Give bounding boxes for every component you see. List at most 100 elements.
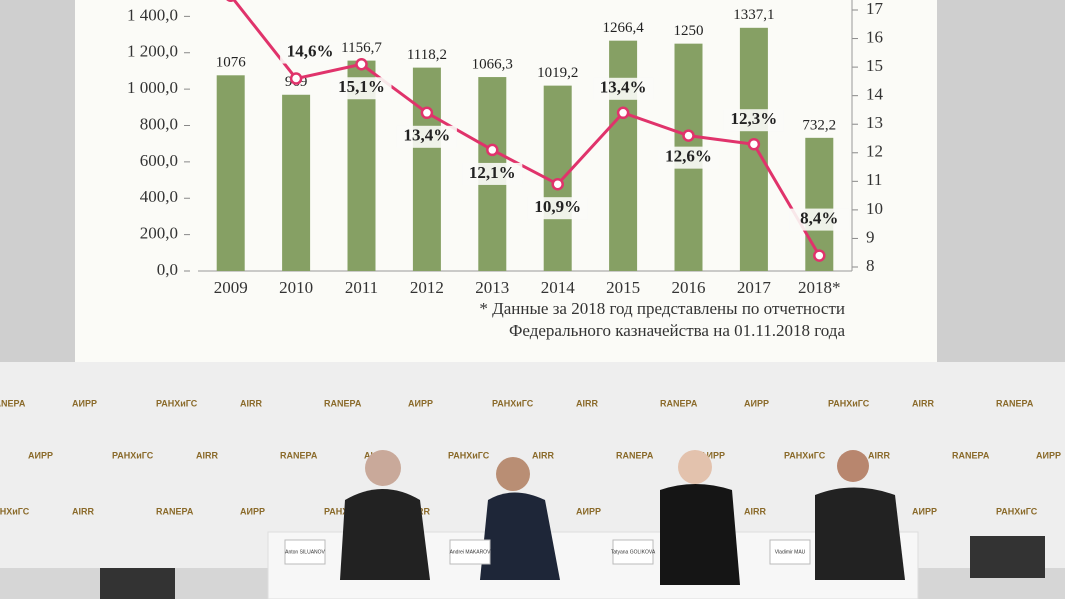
label-box (462, 162, 523, 185)
logo: РАНХиГС (996, 506, 1038, 516)
line-point (226, 0, 236, 2)
x-tick-label: 2015 (606, 278, 640, 297)
logo: АИРР (576, 506, 601, 516)
bar-value-label: 1266,4 (602, 20, 644, 36)
y2-tick-label: 14 (866, 85, 884, 104)
y2-tick-label: 17 (866, 0, 884, 18)
logo: АИРР (72, 398, 97, 408)
line-point (551, 177, 564, 191)
x-tick-label: 2016 (672, 278, 706, 297)
label-box (723, 109, 784, 132)
nameplate-text: Andrei MAKAROV (450, 549, 492, 555)
y2-tick-label: 8 (866, 256, 875, 275)
y2-tick-label: 9 (866, 227, 875, 246)
line-point (420, 106, 434, 120)
bar-value-label: 1156,7 (341, 40, 382, 56)
nameplate (769, 539, 811, 565)
logo: АИРР (240, 506, 265, 516)
label-box (789, 208, 850, 231)
label-box (396, 125, 457, 148)
logo: AIRR (912, 398, 934, 408)
bar-value-label: 1076 (216, 55, 247, 71)
label-box (527, 197, 588, 220)
y2-tick-label: 15 (866, 56, 883, 75)
nameplate-text: Vladimir MAU (775, 549, 806, 555)
logo: AIRR (240, 398, 262, 408)
y-tick-label: 0,0 (157, 260, 178, 279)
y2-tick-label: 10 (866, 199, 883, 218)
logo: АИРР (28, 450, 53, 460)
label-box (593, 77, 654, 100)
bar-value-label: 732,2 (802, 117, 836, 133)
line-value-label: 14,6% (287, 41, 334, 60)
line-value-label: 10,9% (534, 197, 581, 216)
line-value-label: 12,6% (665, 147, 712, 166)
nameplate (449, 539, 491, 565)
logo: РАНХиГС (784, 450, 826, 460)
line-value-label: 13,4% (600, 78, 647, 97)
line-point (355, 58, 368, 71)
y-tick-label: 1 200,0 (127, 42, 178, 61)
line-value-label: 12,3% (731, 109, 778, 128)
bar-value-label: 1019,2 (537, 65, 578, 81)
x-tick-label: 2013 (475, 278, 509, 297)
line-point (289, 72, 303, 85)
y2-tick-label: 16 (866, 27, 883, 46)
logo: AIRR (868, 450, 890, 460)
logo: AIRR (744, 506, 766, 516)
logo: РАНХиГС (156, 398, 198, 408)
logo: РАНХиГС (112, 450, 154, 460)
y-tick-label: 1 000,0 (127, 78, 178, 97)
nameplate (284, 539, 326, 565)
logo: RANEPA (996, 398, 1034, 408)
nameplate-text: Tatyana GOLIKOVA (611, 549, 656, 555)
y2-tick-label: 13 (866, 113, 883, 132)
logo: RANEPA (0, 398, 26, 408)
bar (412, 67, 441, 272)
label-box (280, 41, 341, 64)
y-tick-label: 200,0 (140, 224, 178, 243)
bar-value-label: 1250 (674, 23, 704, 39)
logo: РАНХиГС (448, 450, 490, 460)
logo: RANEPA (952, 450, 990, 460)
y2-tick-label: 11 (866, 170, 882, 189)
logo: РАНХиГС (492, 398, 534, 408)
label-box (331, 77, 392, 100)
logo: АИРР (700, 450, 725, 460)
line-point (486, 143, 499, 157)
line-point (813, 249, 826, 262)
logo: AIRR (196, 450, 218, 460)
x-tick-label: 2009 (214, 278, 248, 297)
x-tick-label: 2010 (279, 278, 313, 297)
bar-value-label: 1118,2 (407, 47, 447, 63)
bar (216, 75, 245, 271)
logo: AIRR (532, 450, 554, 460)
logo: RANEPA (616, 450, 654, 460)
footnote: Федерального казначейства на 01.11.2018 … (509, 321, 845, 340)
y-tick-label: 800,0 (140, 114, 178, 133)
bar-value-label: 1337,1 (733, 7, 774, 23)
line-value-label: 15,1% (338, 77, 385, 96)
y-tick-label: 400,0 (140, 187, 178, 206)
logo: АИРР (744, 398, 769, 408)
line-value-label: 12,1% (469, 163, 516, 182)
logo: АИРР (1036, 450, 1061, 460)
y-tick-label: 1 400,0 (127, 5, 178, 24)
logo: РАНХиГС (828, 398, 870, 408)
label-box (658, 146, 719, 169)
line-point (682, 129, 695, 142)
nameplate-text: Anton SILUANOV (285, 549, 325, 555)
bar (282, 94, 311, 271)
line-point (616, 106, 630, 120)
logo: RANEPA (324, 398, 362, 408)
logo: RANEPA (660, 398, 698, 408)
logo: AIRR (72, 506, 94, 516)
logo: РАНХиГС (0, 506, 30, 516)
bar-value-label: 1066,3 (472, 56, 513, 72)
line-value-label: 13,4% (404, 126, 451, 145)
y2-tick-label: 12 (866, 142, 883, 161)
bar (805, 137, 834, 271)
nameplate (612, 539, 654, 565)
line (232, 0, 821, 257)
